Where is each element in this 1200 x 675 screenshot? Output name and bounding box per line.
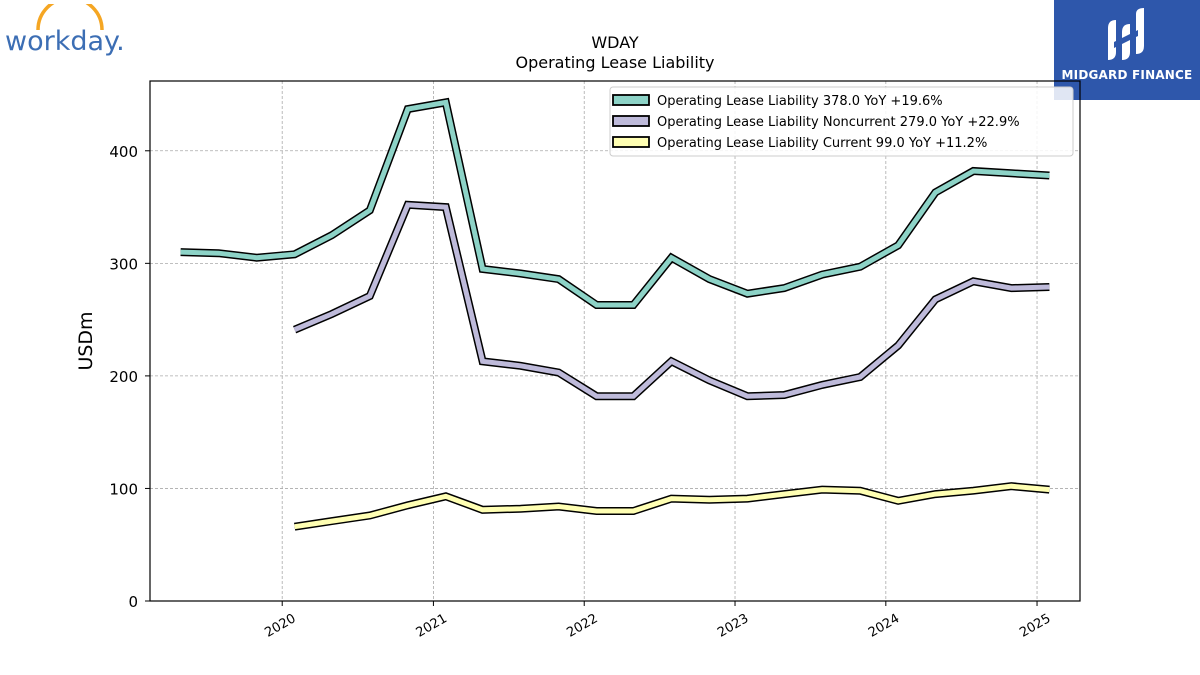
legend-label: Operating Lease Liability Noncurrent 279… — [657, 115, 1020, 130]
brand-name: MIDGARD FINANCE — [1061, 68, 1193, 82]
y-tick-label: 300 — [109, 255, 138, 273]
legend-swatch — [612, 136, 650, 148]
series-line-2 — [293, 200, 1050, 401]
y-tick-label: 100 — [109, 480, 138, 498]
y-tick-label: 0 — [128, 593, 138, 611]
midgard-finance-badge: MIDGARD FINANCE — [1054, 0, 1200, 100]
legend-swatch — [612, 115, 650, 127]
legend-swatch — [612, 94, 650, 106]
y-tick-label: 400 — [109, 143, 138, 161]
series-fill — [180, 99, 1050, 308]
chart-title: WDAY — [591, 33, 639, 52]
series-fill — [293, 202, 1050, 399]
legend-label: Operating Lease Liability 378.0 YoY +19.… — [657, 94, 943, 109]
x-tick-label: 2024 — [866, 611, 902, 641]
y-tick-label: 200 — [109, 368, 138, 386]
x-tick-label: 2021 — [414, 611, 450, 641]
x-tick-label: 2022 — [564, 611, 600, 641]
series-fill — [294, 483, 1050, 530]
series-line-3 — [294, 482, 1050, 531]
legend-label: Operating Lease Liability Current 99.0 Y… — [657, 136, 987, 151]
y-axis-label: USDm — [75, 311, 97, 370]
chart-subtitle: Operating Lease Liability — [515, 53, 714, 72]
series-line-1 — [180, 97, 1050, 309]
midgard-logo-icon — [1108, 8, 1144, 60]
workday-logo-text: workday. — [5, 26, 125, 57]
legend-box — [609, 86, 1074, 157]
x-tick-label: 2025 — [1017, 611, 1053, 641]
x-tick-label: 2023 — [715, 611, 751, 641]
x-tick-label: 2020 — [262, 611, 298, 641]
plot-frame — [149, 80, 1081, 602]
workday-logo: workday. — [5, 4, 125, 57]
